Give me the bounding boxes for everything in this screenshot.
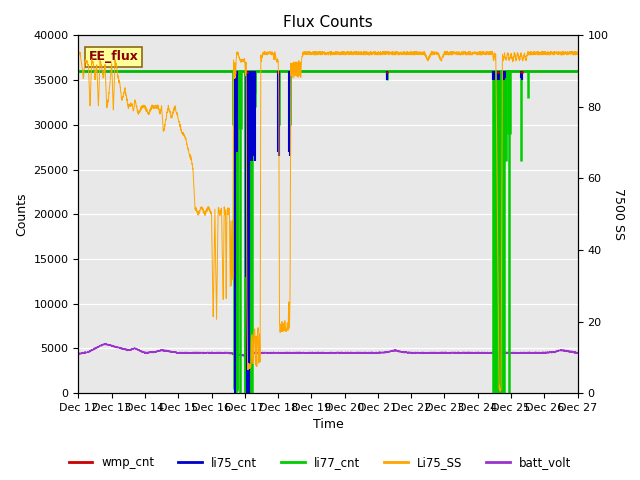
Legend: wmp_cnt, li75_cnt, li77_cnt, Li75_SS, batt_volt: wmp_cnt, li75_cnt, li77_cnt, Li75_SS, ba… — [64, 452, 576, 474]
Y-axis label: Counts: Counts — [15, 192, 28, 236]
Text: EE_flux: EE_flux — [88, 50, 138, 63]
Y-axis label: 7500 SS: 7500 SS — [612, 188, 625, 240]
X-axis label: Time: Time — [312, 419, 344, 432]
Title: Flux Counts: Flux Counts — [283, 15, 373, 30]
